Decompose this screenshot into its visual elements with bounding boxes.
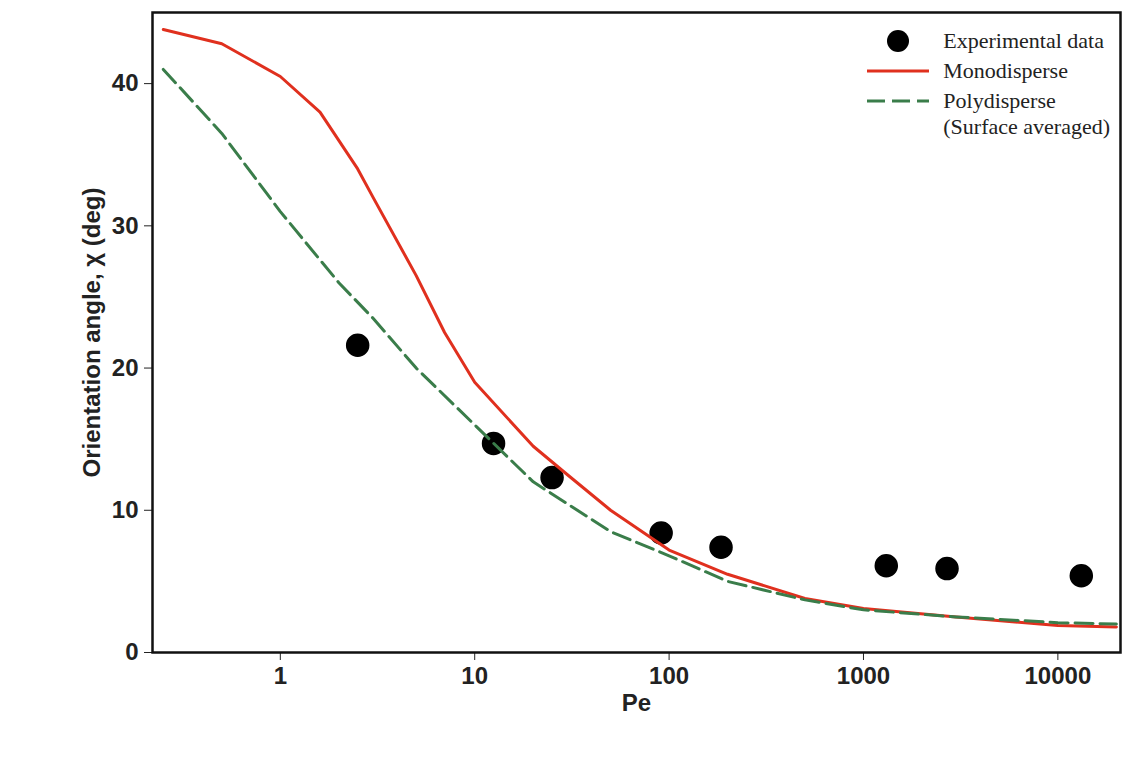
svg-text:30: 30 (112, 212, 139, 239)
svg-text:10000: 10000 (1024, 662, 1091, 689)
svg-text:10: 10 (461, 662, 488, 689)
svg-text:40: 40 (112, 69, 139, 96)
svg-text:0: 0 (125, 638, 138, 665)
html-text:Polydisperse (Surface averaged: Polydisperse (Surface averaged) (943, 88, 1110, 139)
svg-text:20: 20 (112, 354, 139, 381)
svg-text:10: 10 (112, 496, 139, 523)
svg-text:1: 1 (274, 662, 287, 689)
svg-text:1000: 1000 (837, 662, 890, 689)
svg-text:100: 100 (649, 662, 689, 689)
svg-text:Orientation angle, χ (deg): Orientation angle, χ (deg) (78, 188, 105, 478)
html-text:Monodisperse: Monodisperse (943, 58, 1068, 83)
html-text:Experimental data: Experimental data (943, 28, 1104, 53)
svg-text:Pe: Pe (622, 689, 651, 716)
